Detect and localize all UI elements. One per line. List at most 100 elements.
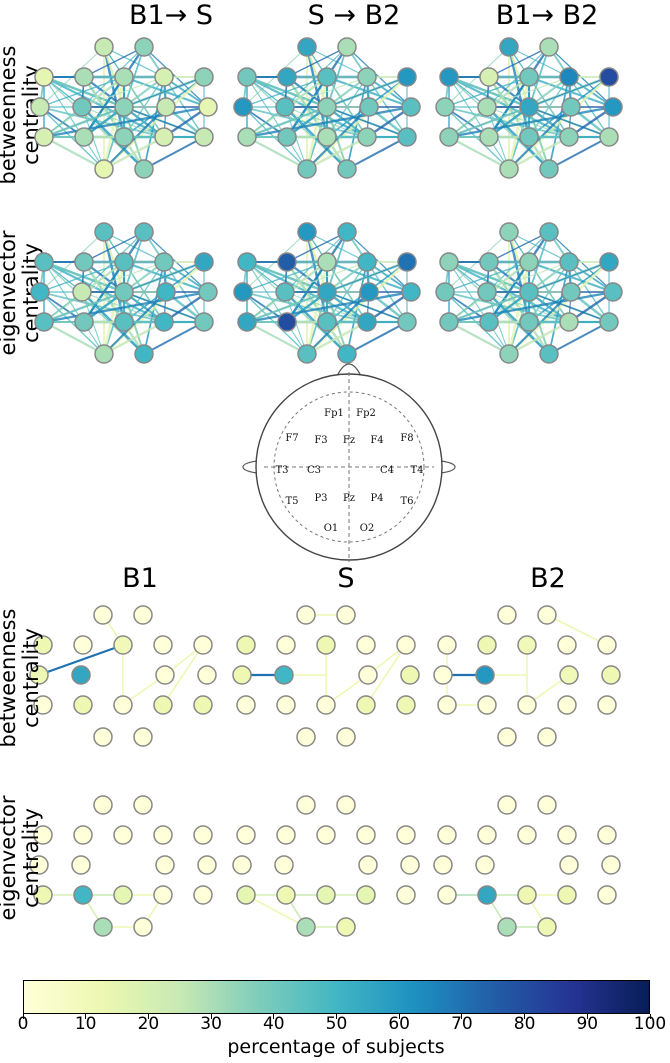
electrode-node	[603, 97, 623, 117]
electrode-node	[93, 727, 113, 747]
colorbar-tick-mark	[22, 1014, 24, 1019]
top-title-s-b2: S → B2	[307, 0, 401, 31]
electrode-node	[154, 252, 174, 272]
electrode-node	[193, 825, 213, 845]
colorbar-tick-mark	[586, 1014, 588, 1019]
edge	[103, 135, 165, 171]
electrode-node	[539, 222, 559, 242]
electrode-node	[94, 159, 114, 179]
electrode-node	[34, 67, 54, 87]
electrode-node	[557, 635, 577, 655]
electrode-node	[155, 855, 175, 875]
electrode-node	[599, 252, 619, 272]
electrode-node	[153, 635, 173, 655]
electrode-node	[94, 222, 114, 242]
electrode-node	[477, 282, 497, 302]
colorbar-tick-label: 80	[513, 1014, 536, 1034]
colorbar-tick-mark	[85, 1014, 87, 1019]
electrode-node	[437, 825, 457, 845]
edge	[43, 290, 209, 324]
electrode-node	[74, 127, 94, 147]
electrode-node	[396, 635, 416, 655]
top-eigenvector-1-nodes	[233, 222, 421, 364]
electrode-node	[400, 855, 420, 875]
electrode-node	[297, 37, 317, 57]
electrode-node	[277, 312, 297, 332]
colorbar-tick-label: 0	[17, 1014, 29, 1034]
electrode-label: Fp2	[356, 408, 376, 419]
colorbar-tick-label: 40	[262, 1014, 285, 1034]
bottom-title-b2: B2	[530, 563, 566, 594]
electrode-label: F3	[314, 435, 327, 446]
edge	[306, 135, 368, 171]
electrode-node	[439, 67, 459, 87]
electrode-node	[134, 344, 154, 364]
edge	[286, 231, 348, 263]
edge	[246, 290, 412, 324]
electrode-node	[517, 825, 537, 845]
electrode-node	[296, 727, 316, 747]
electrode-node	[29, 855, 49, 875]
edge	[284, 261, 368, 293]
electrode-node	[477, 635, 497, 655]
edge	[246, 76, 308, 170]
electrode-node	[317, 282, 337, 302]
electrode-node	[34, 312, 54, 332]
electrode-node	[114, 312, 134, 332]
electrode-label: F8	[400, 433, 413, 444]
edge	[448, 105, 614, 139]
electrode-node	[357, 252, 377, 272]
electrode-node	[537, 917, 557, 937]
electrode-node	[499, 159, 519, 179]
electrode-node	[357, 67, 377, 87]
electrode-node	[396, 885, 416, 905]
electrode-label: Fp1	[324, 408, 344, 419]
electrode-node	[597, 635, 617, 655]
electrode-node	[519, 312, 539, 332]
electrode-node	[193, 635, 213, 655]
electrode-node	[336, 795, 356, 815]
edge	[43, 136, 105, 170]
electrode-node	[559, 665, 579, 685]
electrode-node	[316, 695, 336, 715]
electrode-node	[479, 127, 499, 147]
electrode-node	[517, 635, 537, 655]
electrode-node	[539, 159, 559, 179]
edge	[444, 261, 530, 293]
bottom-betweenness-0-edges	[38, 614, 204, 706]
edge	[39, 106, 105, 170]
electrode-node	[73, 635, 93, 655]
edge	[448, 261, 510, 355]
electrode-node	[194, 67, 214, 87]
top-eigenvector-0-nodes	[30, 222, 218, 364]
electrode-node	[477, 825, 497, 845]
electrode-node	[519, 282, 539, 302]
top-title-b1-b2: B1→ B2	[495, 0, 599, 31]
electrode-node	[517, 695, 537, 715]
colorbar-tick-mark	[398, 1014, 400, 1019]
edge	[81, 261, 165, 293]
electrode-node	[194, 312, 214, 332]
edge	[448, 290, 530, 324]
edge	[43, 321, 105, 355]
edge	[548, 321, 610, 355]
electrode-label: C4	[380, 465, 394, 476]
electrode-node	[274, 855, 294, 875]
edge	[123, 106, 205, 138]
electrode-node	[71, 855, 91, 875]
electrode-node	[356, 635, 376, 655]
colorbar-tick-label: 100	[633, 1014, 667, 1034]
electrode-node	[479, 252, 499, 272]
electrode-label: F7	[285, 433, 298, 444]
top-eigenvector-0-edges	[39, 231, 209, 356]
electrode-node	[197, 665, 217, 685]
electrode-node	[133, 795, 153, 815]
colorbar-tick-label: 60	[388, 1014, 410, 1034]
electrode-node	[277, 252, 297, 272]
edge	[346, 136, 408, 170]
electrode-node	[397, 127, 417, 147]
edge	[246, 261, 308, 355]
electrode-node	[155, 665, 175, 685]
